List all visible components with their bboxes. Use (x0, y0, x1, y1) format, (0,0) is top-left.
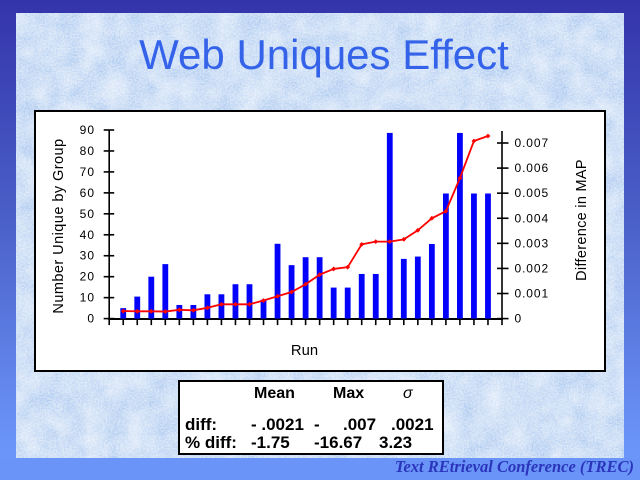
svg-text:0.006: 0.006 (515, 161, 550, 175)
svg-text:30: 30 (80, 249, 95, 263)
svg-text:10: 10 (80, 291, 95, 305)
svg-text:0.001: 0.001 (515, 287, 550, 301)
svg-text:0.005: 0.005 (515, 186, 550, 200)
svg-text:20: 20 (80, 270, 95, 284)
svg-text:0: 0 (87, 312, 95, 326)
svg-text:70: 70 (80, 165, 95, 179)
svg-text:0: 0 (515, 312, 523, 326)
svg-text:Run: Run (291, 343, 318, 359)
svg-text:Difference in MAP: Difference in MAP (574, 159, 590, 281)
svg-text:0.007: 0.007 (515, 136, 550, 150)
svg-text:40: 40 (80, 228, 95, 242)
svg-text:0.004: 0.004 (515, 211, 550, 225)
svg-text:Number Unique by Group: Number Unique by Group (51, 138, 67, 313)
svg-text:90: 90 (80, 123, 95, 137)
svg-text:80: 80 (80, 144, 95, 158)
svg-text:0.003: 0.003 (515, 236, 550, 250)
svg-text:50: 50 (80, 207, 95, 221)
svg-text:60: 60 (80, 186, 95, 200)
svg-text:0.002: 0.002 (515, 261, 550, 275)
